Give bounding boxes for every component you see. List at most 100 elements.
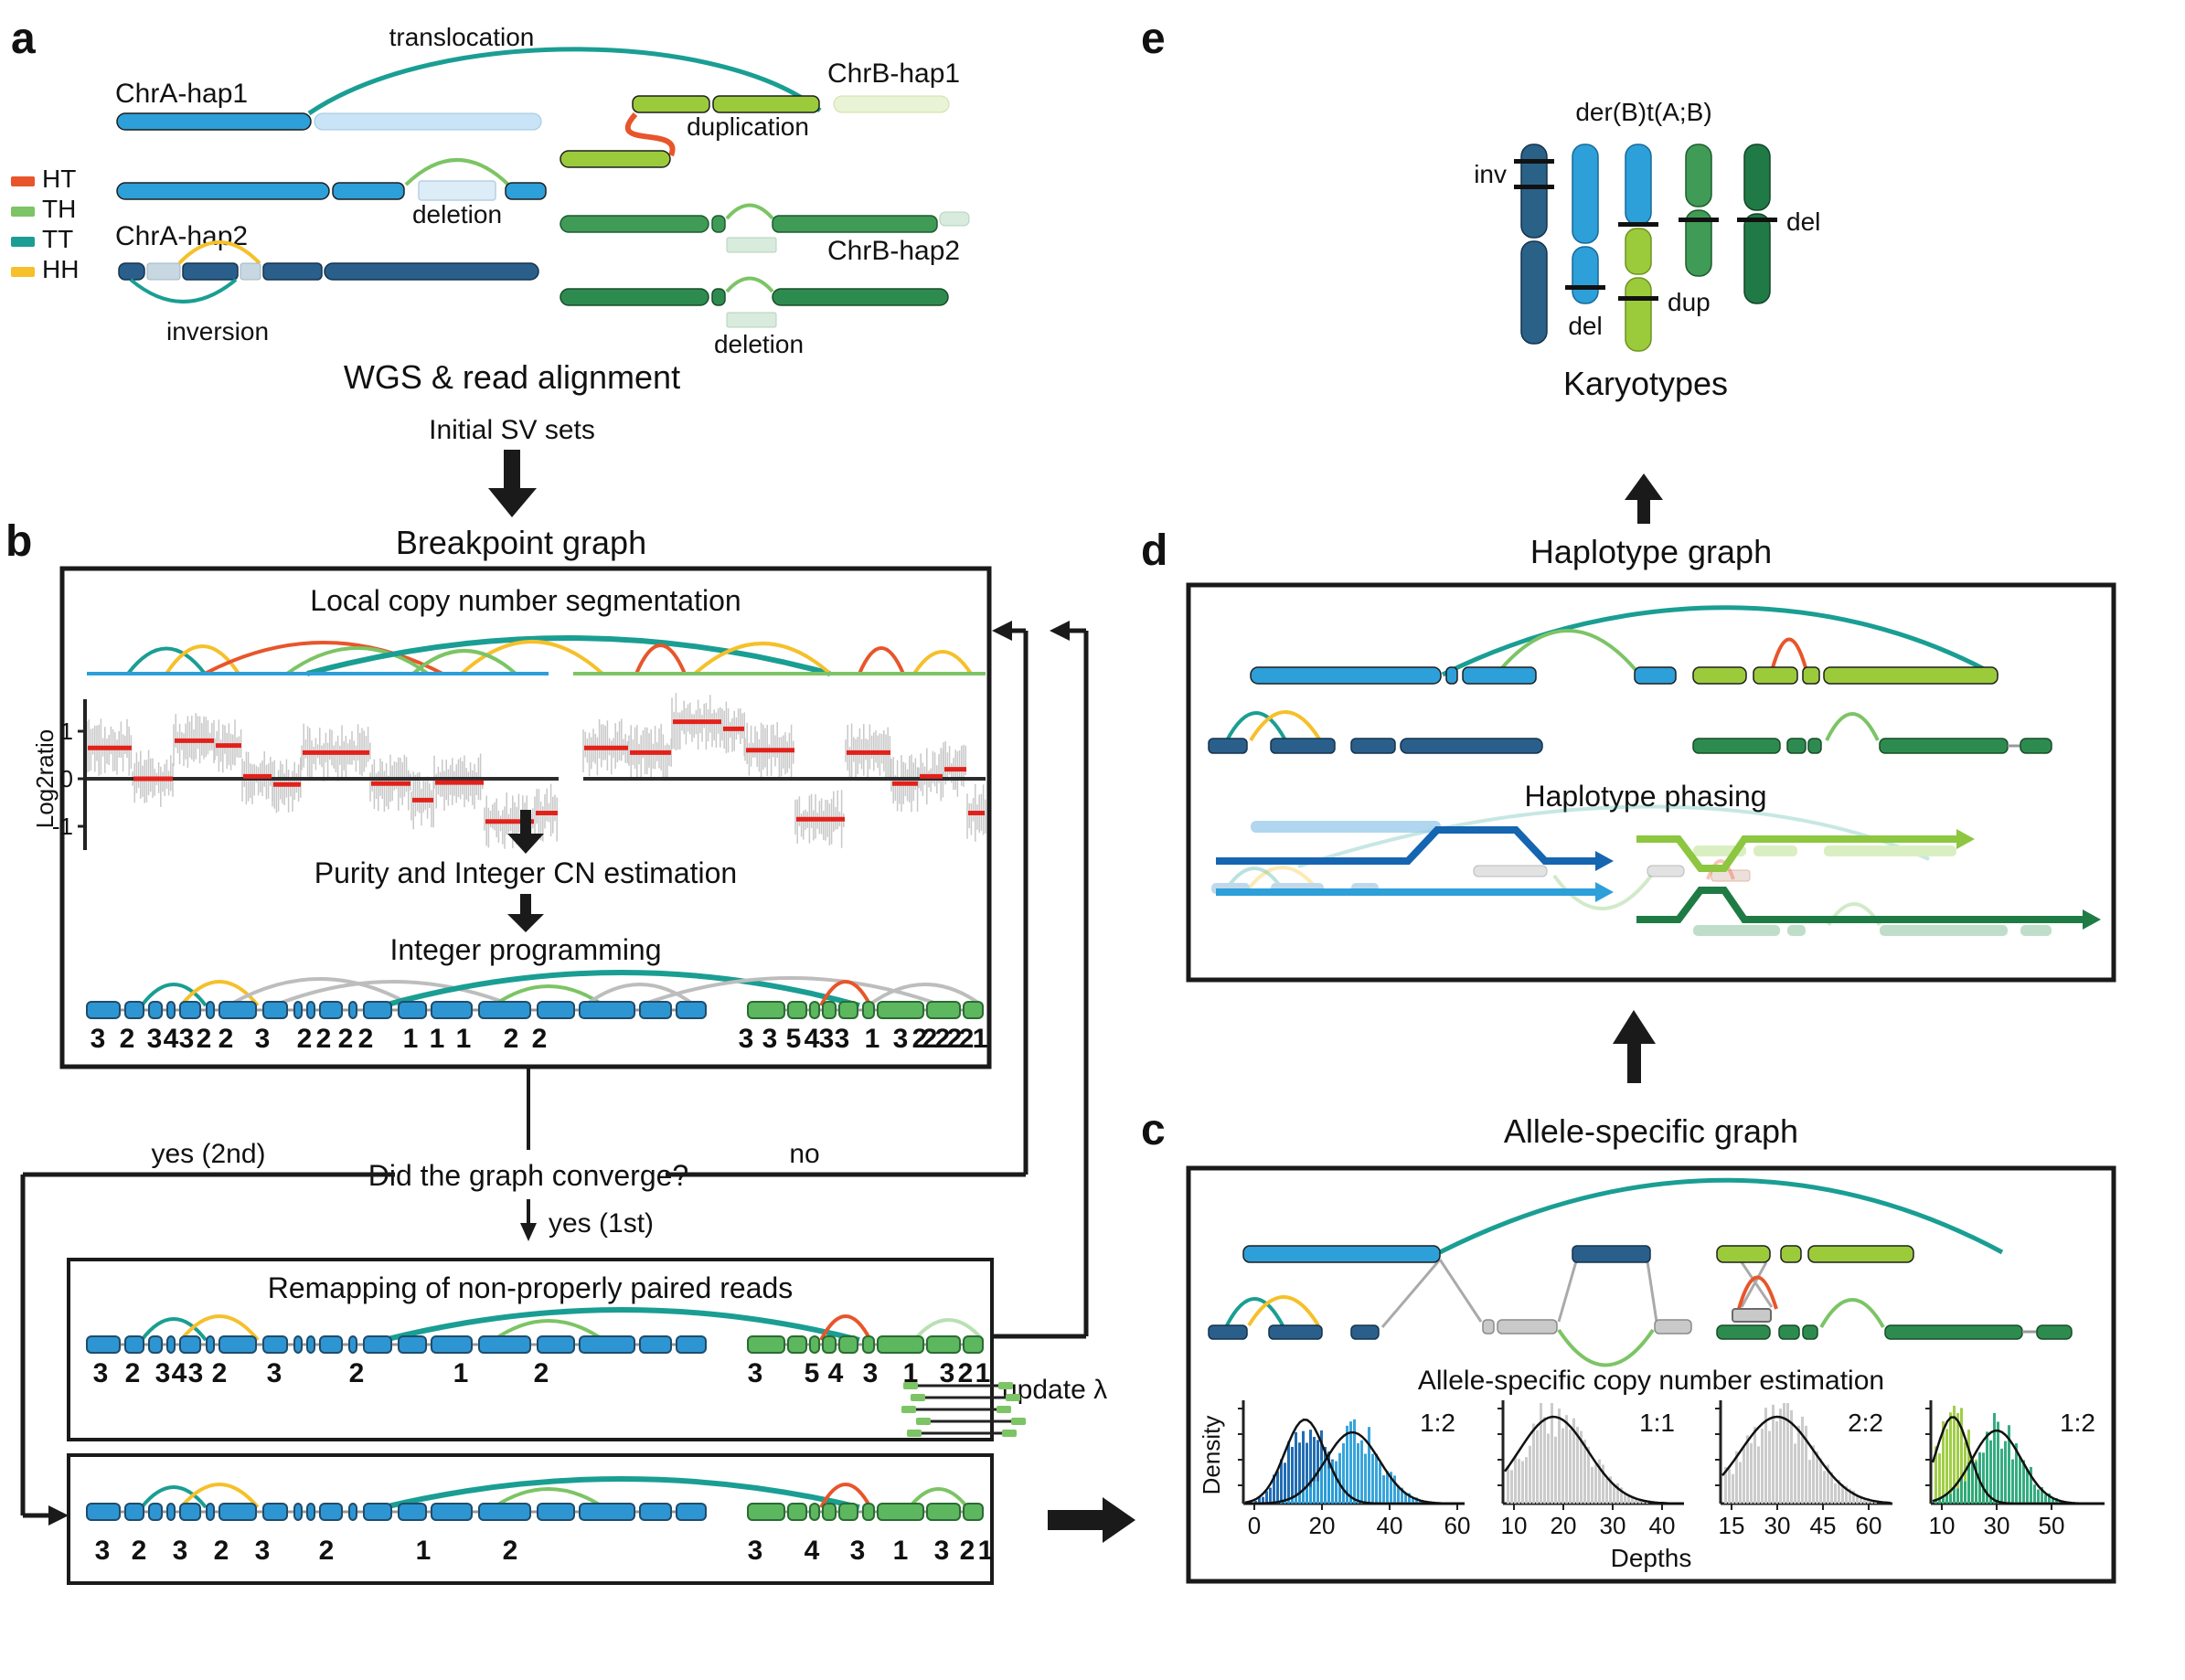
histogram-bar bbox=[1507, 1465, 1509, 1504]
chrom-chunk bbox=[809, 1335, 820, 1354]
lgreen-arc-icon bbox=[411, 649, 517, 675]
cn-value: 2 bbox=[132, 1536, 147, 1566]
karyotype-chr1 bbox=[1520, 240, 1548, 345]
teal-arc-icon bbox=[126, 646, 207, 675]
histogram-bar bbox=[1580, 1430, 1583, 1504]
histogram-bar bbox=[1386, 1471, 1389, 1504]
cn-value: 2 bbox=[120, 1024, 135, 1054]
chrom-chunk bbox=[148, 1335, 163, 1354]
histogram-bar bbox=[1871, 1500, 1873, 1504]
cn-value: 3 bbox=[819, 1024, 835, 1054]
cn-value: 1 bbox=[430, 1024, 445, 1054]
inv-breakpoint-tick bbox=[1514, 185, 1554, 189]
chrom-chunk bbox=[787, 1335, 807, 1354]
orange-arc-icon bbox=[634, 643, 687, 675]
histogram-bar bbox=[1273, 1474, 1275, 1504]
teal-arc-icon bbox=[140, 1485, 208, 1509]
histogram-bar bbox=[1397, 1485, 1400, 1504]
histogram-bar bbox=[1797, 1425, 1800, 1504]
chrom-chunk bbox=[747, 1335, 785, 1354]
faded-tt-arc-icon bbox=[1297, 804, 1930, 868]
histogram-bar bbox=[2000, 1448, 2003, 1504]
junction-line bbox=[1380, 1259, 1442, 1328]
depths-axis-label: Depths bbox=[1611, 1544, 1692, 1572]
segment bbox=[1692, 666, 1747, 685]
chrom-chunk bbox=[431, 1335, 473, 1354]
histogram-bar bbox=[1849, 1488, 1851, 1504]
lgreenf-arc-icon bbox=[912, 1318, 985, 1342]
segment bbox=[1807, 738, 1822, 754]
chrom-chunk bbox=[319, 1001, 343, 1019]
histogram-bar bbox=[1860, 1496, 1862, 1504]
chrom-chunk bbox=[579, 1503, 635, 1521]
chrom-chunk bbox=[478, 1503, 531, 1521]
chrom-chunk bbox=[293, 1001, 303, 1019]
histogram-bar bbox=[1949, 1494, 1952, 1504]
histogram-bar bbox=[1609, 1476, 1612, 1504]
chrom-chunk bbox=[124, 1335, 144, 1354]
karyotypes-title: Karyotypes bbox=[1563, 365, 1728, 402]
cn-value: 3 bbox=[762, 1024, 778, 1054]
legend-hh-icon bbox=[11, 267, 35, 277]
tt-arc-icon bbox=[1438, 1177, 2004, 1255]
chrom-chunk bbox=[676, 1001, 707, 1019]
cn-value: 2 bbox=[338, 1024, 354, 1054]
chrb-hap2-label: ChrB-hap2 bbox=[827, 236, 960, 266]
histogram-bar bbox=[1368, 1427, 1370, 1504]
left-arrowhead-icon bbox=[1050, 621, 1070, 641]
histogram-bar bbox=[1540, 1403, 1542, 1504]
cn-value: 4 bbox=[805, 1536, 820, 1566]
chrom-chunk bbox=[262, 1001, 288, 1019]
initial-sv-label: Initial SV sets bbox=[429, 415, 595, 445]
breakpoint-arcs bbox=[126, 635, 973, 676]
cn-value: 3 bbox=[91, 1024, 106, 1054]
log2-tick-0: 0 bbox=[60, 765, 73, 792]
faded-hh-arc-icon bbox=[1247, 866, 1318, 890]
histogram-bar bbox=[1635, 1499, 1637, 1504]
cn-value: 3 bbox=[863, 1358, 879, 1388]
inversion-label: inversion bbox=[166, 317, 269, 346]
histogram-bar bbox=[1280, 1459, 1283, 1504]
cn-value: 2 bbox=[358, 1024, 374, 1054]
histogram-bar bbox=[1613, 1483, 1615, 1504]
density-curve bbox=[1932, 1429, 2105, 1505]
segment bbox=[1268, 1324, 1323, 1340]
histogram-bar bbox=[1935, 1446, 1937, 1504]
inv-breakpoint-tick bbox=[1514, 159, 1554, 164]
hap3-path-icon bbox=[1636, 835, 1956, 872]
histogram-bar bbox=[1306, 1442, 1308, 1504]
yellow-arc-icon bbox=[912, 650, 973, 675]
segment bbox=[1350, 1324, 1380, 1340]
chrom-chunk bbox=[179, 1503, 201, 1521]
histogram-bar bbox=[1295, 1431, 1297, 1504]
chrom-chunk bbox=[877, 1335, 924, 1354]
histogram-bar bbox=[1324, 1458, 1327, 1504]
chrom-chunk bbox=[676, 1335, 707, 1354]
histogram-bar bbox=[1960, 1408, 1963, 1504]
cn-value: 3 bbox=[255, 1536, 271, 1566]
histogram-bar bbox=[1349, 1421, 1352, 1504]
density-tick-label: 60 bbox=[1856, 1512, 1882, 1539]
chrom-chunk bbox=[262, 1503, 288, 1521]
histogram-bar bbox=[1382, 1475, 1385, 1504]
teal-arc-icon bbox=[383, 1476, 860, 1510]
legend-ht-label: HT bbox=[42, 165, 76, 193]
histogram-bar bbox=[1265, 1491, 1268, 1504]
cn-value: 4 bbox=[164, 1024, 179, 1054]
histogram-bar bbox=[1624, 1493, 1626, 1504]
histogram-bar bbox=[2033, 1484, 2036, 1504]
segment bbox=[1786, 738, 1807, 754]
cn-value: 5 bbox=[786, 1024, 802, 1054]
chrom-chunk bbox=[809, 1001, 820, 1019]
chra-hap1-label: ChrA-hap1 bbox=[115, 79, 248, 109]
cn-value: 1 bbox=[456, 1024, 472, 1054]
orange-arc-icon bbox=[819, 980, 872, 1006]
down-arrow-icon bbox=[507, 894, 544, 932]
histogram-bar bbox=[1302, 1491, 1305, 1504]
cn-value: 1 bbox=[893, 1536, 909, 1566]
histogram-bar bbox=[1390, 1472, 1392, 1504]
chrom-chunk bbox=[537, 1335, 575, 1354]
read-end bbox=[1002, 1430, 1017, 1437]
faded-segment bbox=[1787, 925, 1806, 936]
